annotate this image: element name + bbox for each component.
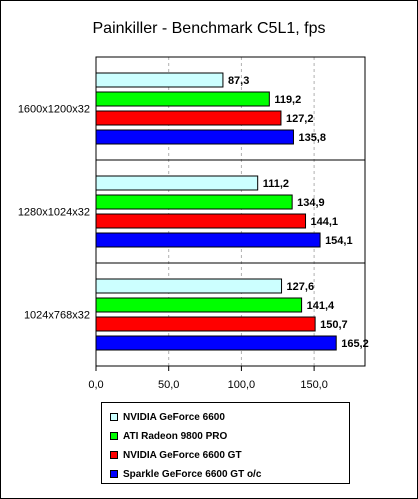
x-tick-label-2: 100,0 bbox=[228, 379, 256, 391]
data-label-0-1: 119,2 bbox=[274, 94, 301, 106]
plot-border bbox=[95, 56, 366, 367]
bar-0-3 bbox=[95, 129, 294, 145]
bar-0-1 bbox=[95, 91, 270, 107]
legend-item-3: Sparkle GeForce 6600 GT o/c bbox=[110, 467, 261, 481]
legend-label-1: ATI Radeon 9800 PRO bbox=[123, 430, 228, 442]
legend-label-2: NVIDIA GeForce 6600 GT bbox=[123, 449, 242, 461]
data-label-0-0: 87,3 bbox=[228, 75, 249, 87]
x-tick-label-3: 150,0 bbox=[300, 379, 328, 391]
legend-swatch-3 bbox=[110, 470, 118, 478]
chart-title: Painkiller - Benchmark C5L1, fps bbox=[92, 20, 326, 37]
bar-2-2 bbox=[95, 316, 316, 332]
bar-2-1 bbox=[95, 297, 303, 313]
data-label-1-1: 134,9 bbox=[297, 197, 325, 209]
x-tick-label-1: 50,0 bbox=[158, 379, 179, 391]
bar-1-1 bbox=[95, 194, 293, 210]
legend-item-2: NVIDIA GeForce 6600 GT bbox=[110, 448, 242, 462]
category-label-1: 1280x1024x32 bbox=[18, 207, 90, 219]
legend-item-1: ATI Radeon 9800 PRO bbox=[110, 429, 227, 443]
legend-swatch-2 bbox=[110, 451, 118, 459]
category-label-2: 1024x768x32 bbox=[24, 310, 90, 322]
data-label-1-2: 144,1 bbox=[311, 216, 339, 228]
data-label-1-3: 154,1 bbox=[325, 235, 353, 247]
data-label-2-1: 141,4 bbox=[307, 300, 335, 312]
data-label-2-0: 127,6 bbox=[287, 281, 315, 293]
legend-label-3: Sparkle GeForce 6600 GT o/c bbox=[123, 468, 262, 480]
legend-swatch-0 bbox=[110, 413, 118, 421]
legend-label-0: NVIDIA GeForce 6600 bbox=[123, 411, 225, 423]
bar-0-0 bbox=[95, 72, 224, 88]
data-label-2-2: 150,7 bbox=[320, 319, 348, 331]
category-label-0: 1600x1200x32 bbox=[18, 104, 90, 116]
data-label-0-2: 127,2 bbox=[286, 113, 314, 125]
legend-item-0: NVIDIA GeForce 6600 bbox=[110, 410, 225, 424]
bar-1-2 bbox=[95, 213, 307, 229]
x-tick-label-0: 0,0 bbox=[88, 379, 103, 391]
bar-2-0 bbox=[95, 278, 283, 294]
data-label-1-0: 111,2 bbox=[263, 178, 289, 190]
data-label-2-3: 165,2 bbox=[341, 338, 369, 350]
bar-2-3 bbox=[95, 335, 337, 351]
legend-swatch-1 bbox=[110, 432, 118, 440]
data-label-0-3: 135,8 bbox=[298, 132, 326, 144]
bar-0-2 bbox=[95, 110, 282, 126]
bar-1-3 bbox=[95, 232, 321, 248]
bar-1-0 bbox=[95, 175, 259, 191]
chart-legend: NVIDIA GeForce 6600 ATI Radeon 9800 PRO NV… bbox=[101, 402, 350, 484]
